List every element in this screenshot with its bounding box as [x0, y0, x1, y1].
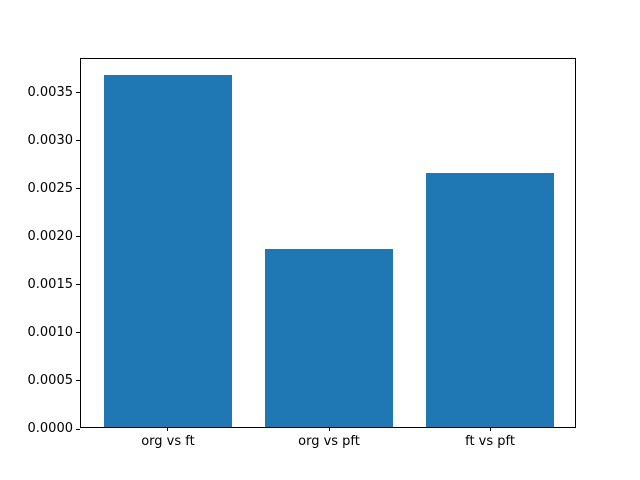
y-tick-mark [76, 236, 80, 238]
bar-org-vs-ft [103, 74, 233, 427]
y-tick-mark [76, 140, 80, 142]
y-tick-label: 0.0030 [27, 132, 74, 148]
bar-org-vs-pft [264, 249, 394, 427]
x-tick-label: org vs pft [298, 434, 360, 449]
y-tick-label: 0.0035 [27, 84, 74, 100]
x-tick-mark [489, 427, 491, 431]
y-tick-mark [76, 428, 80, 430]
y-tick-label: 0.0020 [27, 228, 74, 244]
y-tick-mark [76, 380, 80, 382]
y-tick-label: 0.0015 [27, 276, 74, 292]
x-tick-label: ft vs pft [465, 434, 515, 449]
x-tick-mark [328, 427, 330, 431]
y-tick-label: 0.0010 [27, 324, 74, 340]
y-tick-label: 0.0005 [27, 372, 74, 388]
y-tick-mark [76, 188, 80, 190]
bar-ft-vs-pft [425, 172, 555, 427]
plot-area: 0.0000 0.0005 0.0010 0.0015 0.0020 0.0025 0.00… [28, 58, 576, 449]
y-tick-mark [76, 284, 80, 286]
x-tick-mark [167, 427, 169, 431]
y-tick-mark [76, 332, 80, 334]
y-tick-mark [76, 92, 80, 94]
y-tick-label: 0.0025 [27, 180, 74, 196]
y-tick-label: 0.0000 [27, 421, 74, 436]
x-tick-label: org vs ft [141, 434, 195, 449]
